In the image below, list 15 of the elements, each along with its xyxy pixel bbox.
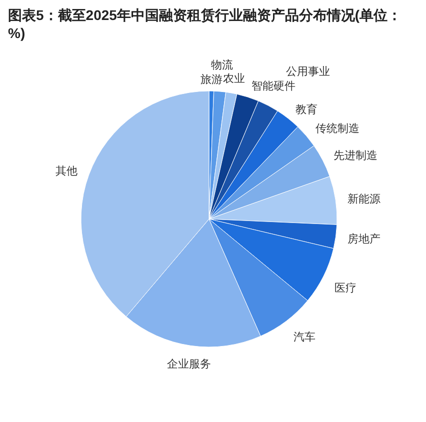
slice-label: 医疗 xyxy=(334,281,356,294)
slice-label: 传统制造 xyxy=(315,122,360,136)
slice-label: 房地产 xyxy=(348,232,381,246)
slice-label: 先进制造 xyxy=(334,149,378,162)
slice-label: 智能硬件 xyxy=(251,80,296,93)
slice-label: 农业 xyxy=(223,72,246,86)
slice-label: 企业服务 xyxy=(166,358,211,371)
slice-label: 汽车 xyxy=(293,330,316,344)
slice-label: 教育 xyxy=(296,102,318,116)
slice-label: 旅游 xyxy=(200,73,223,86)
slice-label: 新能源 xyxy=(347,192,380,206)
slice-label: 物流 xyxy=(211,58,234,72)
chart-title: 图表5：截至2025年中国融资租赁行业融资产品分布情况(单位：%) xyxy=(8,6,403,42)
slice-label: 其他 xyxy=(56,164,78,178)
slice-label: 公用事业 xyxy=(286,64,330,78)
